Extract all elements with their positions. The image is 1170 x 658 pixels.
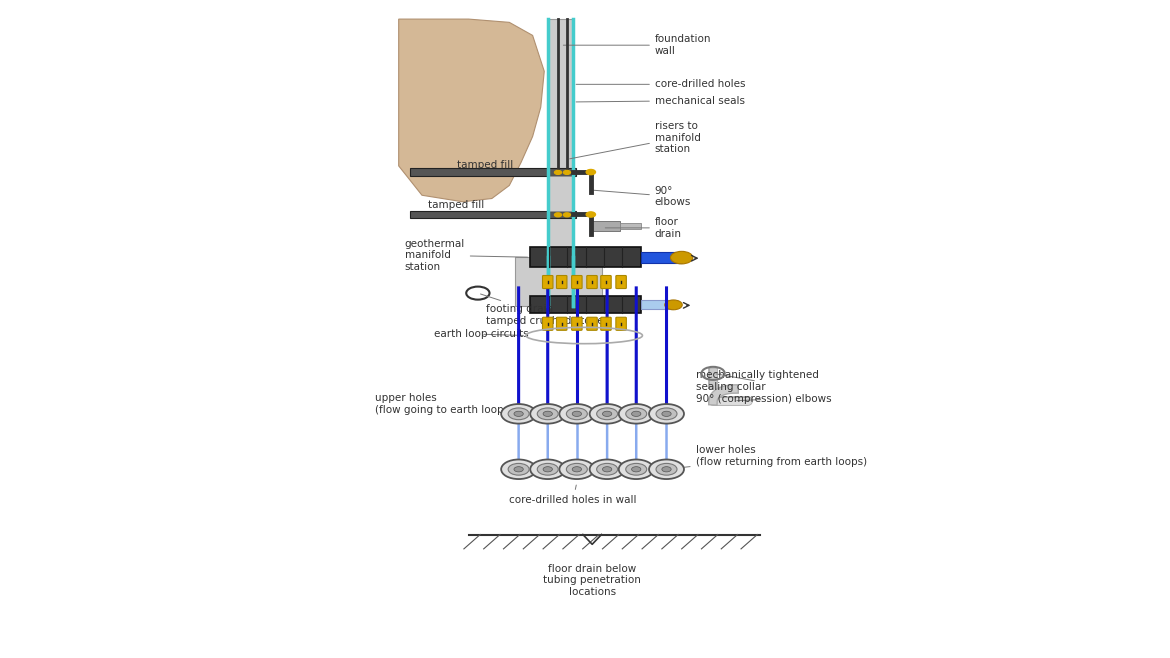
FancyBboxPatch shape: [615, 317, 626, 330]
Text: core-drilled holes: core-drilled holes: [576, 80, 745, 89]
Circle shape: [619, 404, 654, 424]
Circle shape: [649, 404, 684, 424]
Circle shape: [543, 467, 552, 472]
Circle shape: [530, 404, 565, 424]
Circle shape: [665, 300, 682, 310]
Circle shape: [656, 463, 677, 475]
Circle shape: [632, 411, 641, 417]
Circle shape: [649, 459, 684, 479]
FancyBboxPatch shape: [572, 317, 583, 330]
FancyBboxPatch shape: [572, 276, 583, 289]
Circle shape: [555, 170, 562, 174]
FancyBboxPatch shape: [600, 317, 611, 330]
Bar: [548, 19, 573, 306]
Text: floor drain below
tubing penetration
locations: floor drain below tubing penetration loc…: [543, 564, 641, 597]
Circle shape: [566, 463, 587, 475]
Circle shape: [555, 213, 562, 216]
Text: mechanically tightened
sealing collar: mechanically tightened sealing collar: [696, 370, 819, 392]
Circle shape: [514, 467, 523, 472]
Circle shape: [559, 459, 594, 479]
Circle shape: [619, 459, 654, 479]
Text: foundation
wall: foundation wall: [563, 34, 711, 56]
Circle shape: [566, 408, 587, 420]
Circle shape: [537, 408, 558, 420]
Polygon shape: [399, 19, 544, 202]
Circle shape: [586, 212, 596, 217]
Circle shape: [564, 213, 571, 216]
Bar: [411, 168, 576, 176]
Circle shape: [572, 411, 581, 417]
Bar: [591, 221, 620, 231]
FancyBboxPatch shape: [615, 276, 626, 289]
Circle shape: [501, 459, 536, 479]
Circle shape: [656, 408, 677, 420]
FancyBboxPatch shape: [600, 276, 611, 289]
Text: tamped fill: tamped fill: [428, 200, 484, 210]
Bar: [641, 252, 682, 263]
Bar: [411, 211, 576, 218]
FancyBboxPatch shape: [586, 276, 597, 289]
Circle shape: [572, 467, 581, 472]
Circle shape: [603, 467, 612, 472]
Circle shape: [508, 408, 529, 420]
FancyBboxPatch shape: [543, 276, 553, 289]
Circle shape: [537, 463, 558, 475]
Circle shape: [626, 463, 647, 475]
Text: risers to
manifold
station: risers to manifold station: [570, 121, 701, 159]
Text: floor
drain: floor drain: [605, 217, 682, 239]
FancyBboxPatch shape: [557, 317, 567, 330]
Circle shape: [632, 467, 641, 472]
Text: upper holes
(flow going to earth loops): upper holes (flow going to earth loops): [376, 393, 518, 415]
Circle shape: [514, 411, 523, 417]
Text: 90°
elbows: 90° elbows: [593, 186, 691, 207]
Text: tamped fill: tamped fill: [457, 160, 514, 170]
Circle shape: [564, 170, 571, 174]
Text: 90° (compression) elbows: 90° (compression) elbows: [696, 394, 831, 405]
Circle shape: [508, 463, 529, 475]
FancyBboxPatch shape: [543, 317, 553, 330]
FancyBboxPatch shape: [530, 296, 641, 313]
FancyBboxPatch shape: [530, 247, 641, 267]
Circle shape: [662, 467, 672, 472]
Circle shape: [590, 459, 625, 479]
Text: lower holes
(flow returning from earth loops): lower holes (flow returning from earth l…: [669, 445, 867, 469]
Circle shape: [586, 170, 596, 174]
Circle shape: [590, 404, 625, 424]
FancyBboxPatch shape: [557, 276, 567, 289]
Circle shape: [662, 411, 672, 417]
Bar: [515, 257, 603, 306]
Text: earth loop circuits: earth loop circuits: [434, 329, 528, 340]
Text: geothermal
manifold
station: geothermal manifold station: [405, 239, 528, 272]
Bar: [641, 301, 674, 309]
Circle shape: [543, 411, 552, 417]
Circle shape: [597, 463, 618, 475]
Bar: [548, 176, 573, 211]
Circle shape: [559, 404, 594, 424]
Circle shape: [501, 404, 536, 424]
FancyBboxPatch shape: [586, 317, 597, 330]
Circle shape: [670, 251, 693, 264]
Circle shape: [626, 408, 647, 420]
Text: mechanical seals: mechanical seals: [576, 95, 745, 106]
Text: core-drilled holes in wall: core-drilled holes in wall: [509, 485, 636, 505]
Circle shape: [597, 408, 618, 420]
Circle shape: [530, 459, 565, 479]
Text: footing drain
tamped crushed stone: footing drain tamped crushed stone: [481, 294, 604, 326]
Circle shape: [603, 411, 612, 417]
Bar: [620, 223, 641, 229]
